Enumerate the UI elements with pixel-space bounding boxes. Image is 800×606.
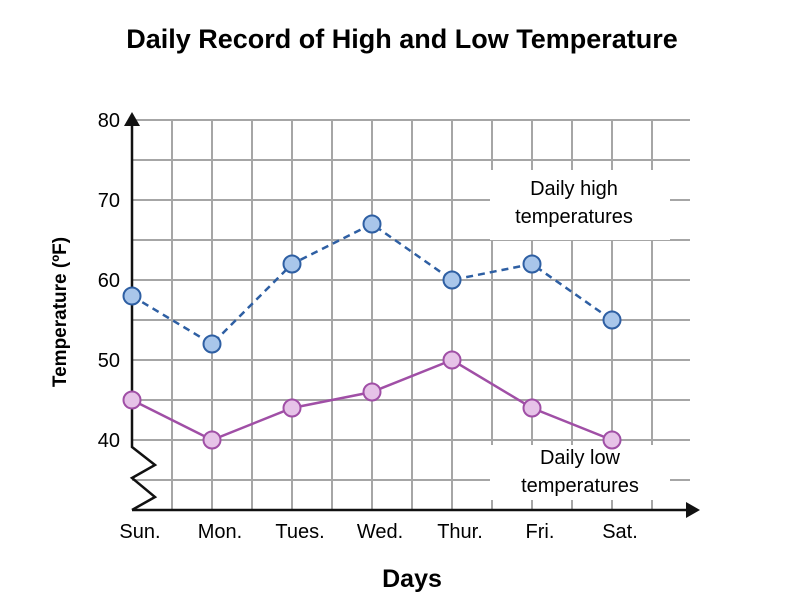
y-axis-title: Temperature (ºF) xyxy=(50,237,71,387)
x-tick-label: Fri. xyxy=(526,521,555,543)
low-temp-point xyxy=(282,398,302,418)
y-tick-label: 50 xyxy=(98,350,120,372)
x-tick-label: Sun. xyxy=(119,521,160,543)
high-temp-point xyxy=(522,254,542,274)
low-temp-point xyxy=(522,398,542,418)
x-axis-arrow xyxy=(686,502,700,518)
low-temp-point xyxy=(202,430,222,450)
y-tick-label: 80 xyxy=(98,110,120,132)
high-series-label: Daily high xyxy=(530,178,618,200)
high-temp-point xyxy=(602,310,622,330)
annotation-box xyxy=(490,445,670,500)
x-tick-label: Mon. xyxy=(198,521,242,543)
annotation-box xyxy=(490,170,670,240)
low-temp-point xyxy=(362,382,382,402)
y-axis-break xyxy=(129,440,158,512)
y-axis-arrow xyxy=(124,112,140,126)
low-series-label: Daily low xyxy=(540,447,621,469)
high-series-label: temperatures xyxy=(515,206,633,228)
high-temp-point xyxy=(122,286,142,306)
high-temp-point xyxy=(282,254,302,274)
series-annotations: Daily high temperatures Daily low temperatu… xyxy=(490,170,670,500)
x-tick-label: Tues. xyxy=(275,521,324,543)
y-tick-label: 70 xyxy=(98,190,120,212)
x-tick-label: Sat. xyxy=(602,521,638,543)
axes xyxy=(124,112,700,518)
high-temp-point xyxy=(442,270,462,290)
x-tick-label: Wed. xyxy=(357,521,403,543)
x-tick-labels: Sun. Mon. Tues. Wed. Thur. Fri. Sat. xyxy=(119,521,637,543)
low-temp-point xyxy=(122,390,142,410)
y-tick-label: 40 xyxy=(98,430,120,452)
high-temp-point xyxy=(362,214,382,234)
x-tick-label: Thur. xyxy=(437,521,483,543)
series-layer xyxy=(122,214,622,450)
low-series-label: temperatures xyxy=(521,475,639,497)
chart-title: Daily Record of High and Low Temperature xyxy=(126,24,678,54)
low-temp-point xyxy=(602,430,622,450)
y-tick-label: 60 xyxy=(98,270,120,292)
x-axis-title: Days xyxy=(382,565,442,593)
y-tick-labels: 40 50 60 70 80 xyxy=(98,110,120,452)
high-temp-point xyxy=(202,334,222,354)
low-temp-point xyxy=(442,350,462,370)
